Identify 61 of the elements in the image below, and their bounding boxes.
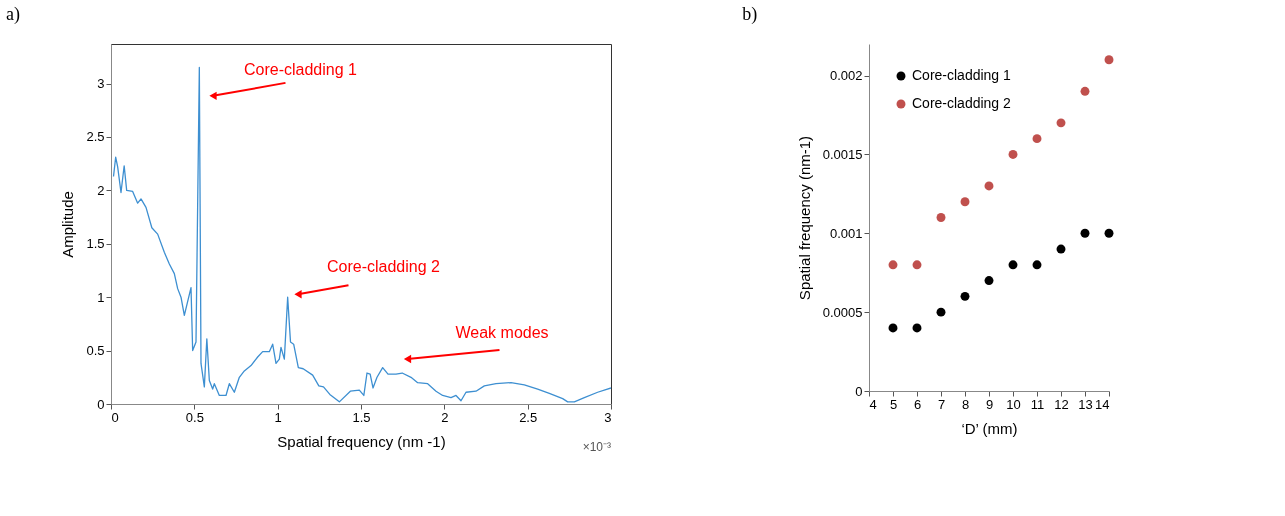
point (1080, 86, 1090, 96)
point (912, 323, 922, 333)
y-tick-label: 0 (855, 383, 863, 399)
point (888, 260, 898, 270)
y-tick-label: 0.002 (829, 68, 863, 84)
legend-label: Core-cladding 2 (912, 95, 1012, 111)
point (1032, 260, 1042, 270)
x-tick-label: 6 (913, 396, 922, 412)
x-tick-label: 2 (441, 409, 449, 425)
x-tick-label: 2.5 (519, 409, 538, 425)
x-tick-label: 8 (961, 396, 970, 412)
point (984, 181, 994, 191)
point (1008, 260, 1018, 270)
x-tick-label: 5 (889, 396, 898, 412)
point (888, 323, 898, 333)
x-tick-label: 7 (937, 396, 946, 412)
point (936, 307, 946, 317)
x-axis-title: Spatial frequency (nm -1) (277, 432, 446, 450)
annotation: Weak modes (455, 324, 549, 342)
annotation: Core-cladding 1 (244, 60, 358, 78)
chart-title: a) (5, 4, 20, 25)
x-tick-label: 10 (1006, 396, 1021, 412)
point (1080, 228, 1090, 238)
y-tick-label: 0.0005 (822, 304, 863, 320)
x-tick-label: 13 (1078, 396, 1093, 412)
y-tick-label: 2 (97, 182, 105, 198)
x-tick-label: 3 (604, 409, 612, 425)
point (912, 260, 922, 270)
point (1104, 55, 1114, 65)
y-axis-title: Spatial frequency (nm-1) (795, 135, 813, 301)
x-tick-label: 4 (869, 396, 877, 412)
x-tick-label: 9 (985, 396, 994, 412)
x-tick-label: 0.5 (185, 409, 204, 425)
y-axis-title: Amplitude (59, 191, 77, 258)
y-tick-label: 1 (97, 289, 105, 305)
point (1056, 118, 1066, 128)
point (1008, 149, 1018, 159)
y-tick-label: 2.5 (86, 129, 105, 145)
x-tick-label: 12 (1054, 396, 1069, 412)
y-tick-label: 3 (97, 76, 105, 92)
point (960, 291, 970, 301)
x-tick-label: 14 (1095, 396, 1110, 412)
point (960, 197, 970, 207)
x-tick-label: 11 (1030, 396, 1045, 412)
y-tick-label: 0.0015 (822, 146, 863, 162)
point (1056, 244, 1066, 254)
point (1104, 228, 1114, 238)
y-tick-label: 0.001 (829, 225, 863, 241)
x-axis-title: ‘D’ (mm) (961, 419, 1018, 437)
legend-label: Core-cladding 1 (912, 67, 1012, 83)
y-tick-label: 1.5 (86, 236, 105, 252)
x-tick-label: 1 (274, 409, 282, 425)
text: ×10⁻³ (582, 440, 611, 454)
annotation: Core-cladding 2 (327, 258, 441, 276)
x-tick-label: 0 (111, 409, 119, 425)
chart-title: b) (742, 4, 758, 25)
x-tick-label: 1.5 (352, 409, 371, 425)
y-tick-label: 0.5 (86, 343, 105, 359)
point (984, 276, 994, 286)
point (936, 213, 946, 222)
point (1032, 134, 1042, 144)
